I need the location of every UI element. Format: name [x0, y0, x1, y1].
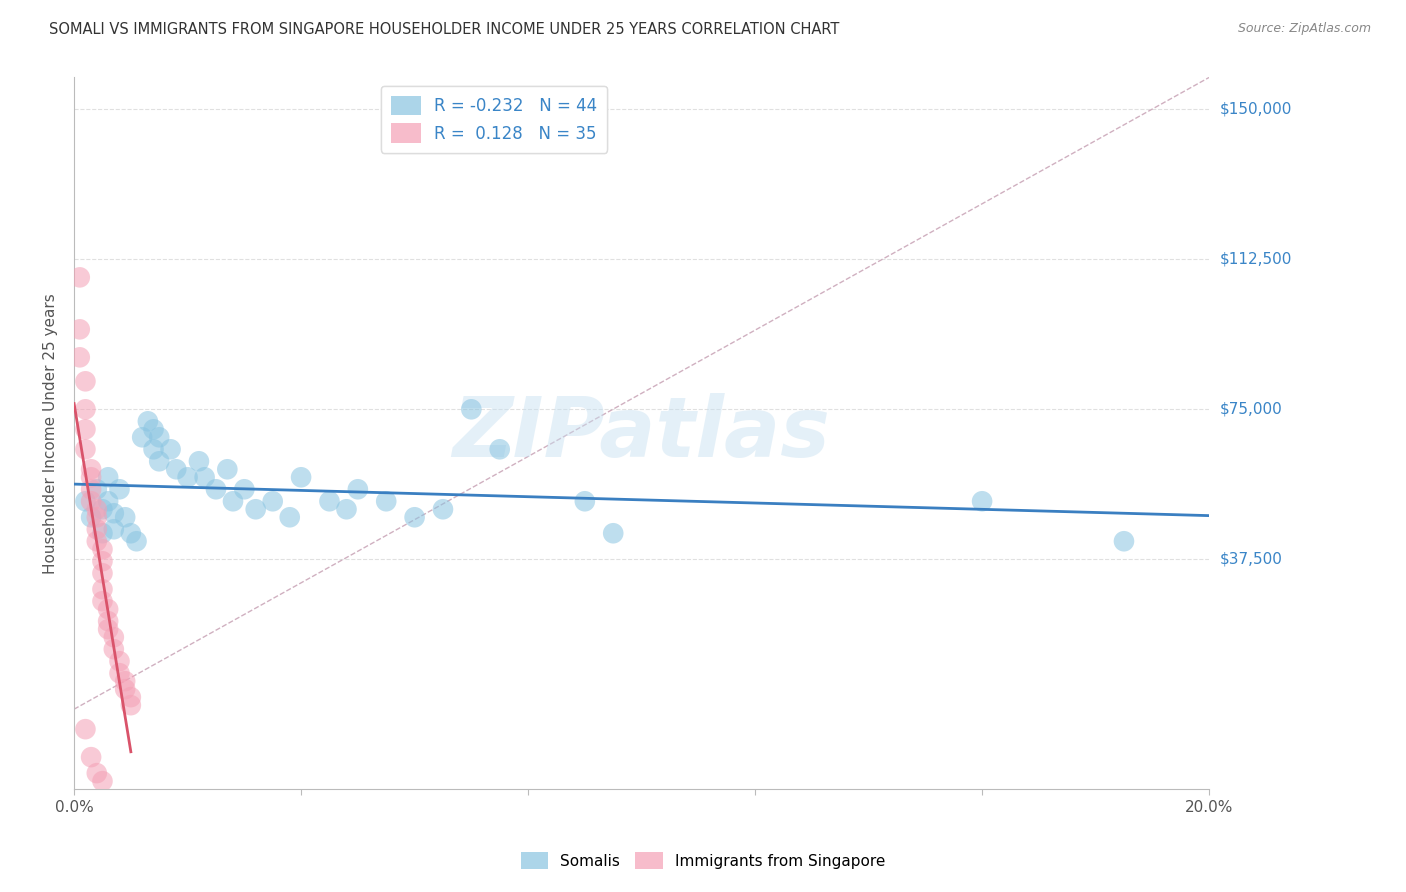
Point — [103, 522, 125, 536]
Point — [318, 494, 340, 508]
Point — [80, 462, 103, 476]
Point — [103, 630, 125, 644]
Point — [75, 442, 97, 457]
Point — [91, 542, 114, 557]
Point — [75, 402, 97, 417]
Point — [120, 698, 142, 713]
Point — [136, 414, 159, 428]
Point — [80, 483, 103, 497]
Point — [460, 402, 482, 417]
Point — [97, 602, 120, 616]
Point — [222, 494, 245, 508]
Point — [97, 494, 120, 508]
Point — [75, 374, 97, 388]
Point — [148, 430, 170, 444]
Point — [103, 642, 125, 657]
Point — [86, 510, 108, 524]
Point — [80, 494, 103, 508]
Point — [432, 502, 454, 516]
Point — [75, 722, 97, 736]
Point — [142, 422, 165, 436]
Legend: Somalis, Immigrants from Singapore: Somalis, Immigrants from Singapore — [515, 846, 891, 875]
Point — [75, 422, 97, 436]
Point — [114, 510, 136, 524]
Point — [114, 674, 136, 689]
Point — [97, 614, 120, 628]
Point — [217, 462, 239, 476]
Point — [86, 483, 108, 497]
Point — [91, 774, 114, 789]
Point — [1112, 534, 1135, 549]
Point — [80, 750, 103, 764]
Point — [574, 494, 596, 508]
Point — [108, 666, 131, 681]
Point — [194, 470, 217, 484]
Point — [86, 522, 108, 536]
Point — [142, 442, 165, 457]
Point — [131, 430, 153, 444]
Point — [75, 494, 97, 508]
Point — [91, 566, 114, 581]
Point — [165, 462, 187, 476]
Point — [488, 442, 510, 457]
Point — [86, 502, 108, 516]
Point — [97, 470, 120, 484]
Point — [290, 470, 312, 484]
Point — [80, 470, 103, 484]
Point — [245, 502, 267, 516]
Point — [205, 483, 228, 497]
Point — [125, 534, 148, 549]
Point — [120, 526, 142, 541]
Text: $37,500: $37,500 — [1220, 552, 1284, 566]
Text: SOMALI VS IMMIGRANTS FROM SINGAPORE HOUSEHOLDER INCOME UNDER 25 YEARS CORRELATIO: SOMALI VS IMMIGRANTS FROM SINGAPORE HOUS… — [49, 22, 839, 37]
Text: $150,000: $150,000 — [1220, 102, 1292, 117]
Point — [91, 502, 114, 516]
Y-axis label: Householder Income Under 25 years: Householder Income Under 25 years — [44, 293, 58, 574]
Point — [602, 526, 624, 541]
Point — [69, 270, 91, 285]
Point — [91, 582, 114, 597]
Point — [91, 594, 114, 608]
Point — [91, 554, 114, 568]
Point — [233, 483, 256, 497]
Point — [278, 510, 301, 524]
Point — [97, 622, 120, 636]
Point — [86, 534, 108, 549]
Point — [972, 494, 994, 508]
Point — [69, 322, 91, 336]
Point — [103, 506, 125, 520]
Point — [114, 682, 136, 697]
Point — [69, 351, 91, 365]
Point — [120, 690, 142, 705]
Point — [262, 494, 284, 508]
Legend: R = -0.232   N = 44, R =  0.128   N = 35: R = -0.232 N = 44, R = 0.128 N = 35 — [381, 86, 607, 153]
Point — [108, 483, 131, 497]
Point — [91, 526, 114, 541]
Text: $75,000: $75,000 — [1220, 401, 1282, 417]
Point — [80, 510, 103, 524]
Point — [86, 766, 108, 780]
Text: $112,500: $112,500 — [1220, 252, 1292, 267]
Text: ZIPatlas: ZIPatlas — [453, 392, 831, 474]
Point — [335, 502, 357, 516]
Point — [404, 510, 426, 524]
Point — [159, 442, 181, 457]
Point — [187, 454, 209, 468]
Text: Source: ZipAtlas.com: Source: ZipAtlas.com — [1237, 22, 1371, 36]
Point — [176, 470, 198, 484]
Point — [375, 494, 398, 508]
Point — [108, 654, 131, 668]
Point — [347, 483, 370, 497]
Point — [148, 454, 170, 468]
